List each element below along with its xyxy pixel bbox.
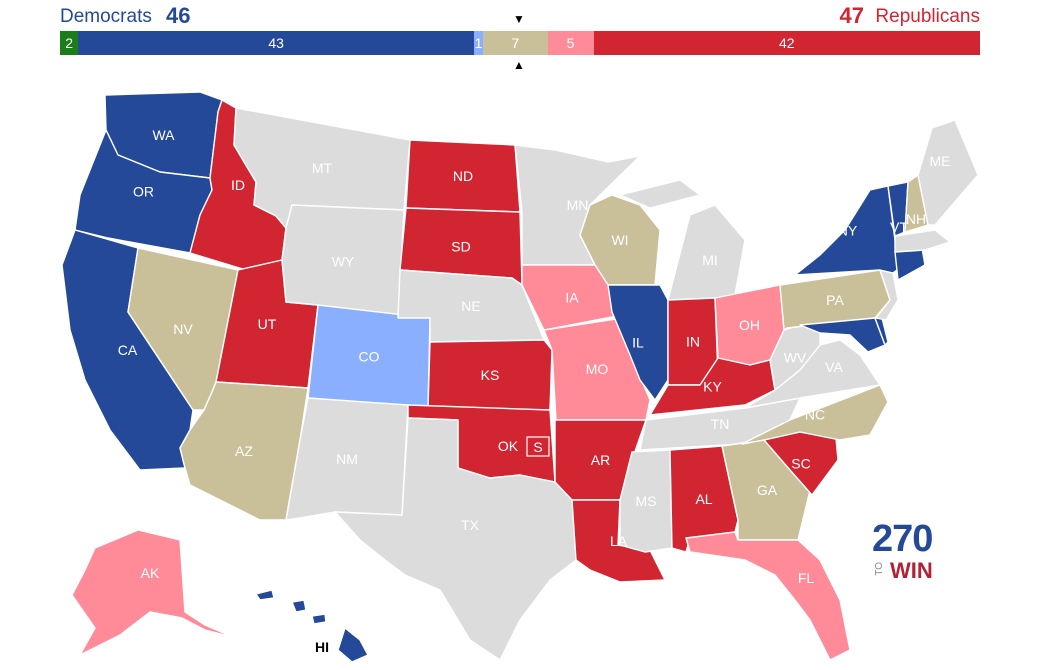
state-label-WY: WY — [332, 254, 355, 270]
state-label-VT: VT — [890, 219, 908, 235]
state-MT[interactable] — [233, 107, 411, 229]
state-AK[interactable] — [71, 529, 241, 656]
state-label-MI: MI — [702, 252, 718, 268]
state-WY[interactable] — [281, 204, 405, 319]
state-label-MS: MS — [636, 493, 657, 509]
state-label-NH: NH — [906, 211, 926, 227]
state-label-VA: VA — [825, 359, 843, 375]
state-label-NC: NC — [805, 407, 825, 423]
logo-to: TO — [874, 562, 885, 576]
state-label-AK: AK — [141, 565, 160, 581]
bar-segment-safe-r: 42 — [593, 31, 980, 55]
state-label-IA: IA — [565, 290, 579, 306]
state-label-TN: TN — [711, 416, 730, 432]
state-label-HI: HI — [315, 639, 329, 655]
state-label-GA: GA — [757, 482, 778, 498]
state-label-WV: WV — [784, 350, 807, 366]
state-label-NY: NY — [838, 223, 858, 239]
state-ME[interactable] — [917, 119, 979, 226]
state-label-NE: NE — [461, 298, 480, 314]
state-label-AR: AR — [591, 452, 610, 468]
state-label-ID: ID — [231, 177, 245, 193]
democrats-seat-count: 46 — [166, 3, 191, 28]
state-label-SC: SC — [791, 456, 810, 472]
state-FL[interactable] — [685, 531, 851, 661]
state-label-OK: OK — [498, 438, 519, 454]
state-label-MT: MT — [312, 160, 333, 176]
270towin-logo[interactable]: 270 TO WIN — [872, 518, 952, 588]
state-label-MN: MN — [567, 197, 589, 213]
state-NC[interactable] — [741, 384, 889, 445]
logo-number: 270 — [872, 518, 933, 560]
state-label-FL: FL — [798, 570, 815, 586]
state-label-LA: LA — [610, 533, 628, 549]
state-label-SD: SD — [451, 239, 470, 255]
bar-segment-ind: 2 — [60, 31, 79, 55]
state-CT[interactable] — [894, 247, 926, 281]
state-label-CA: CA — [118, 342, 138, 358]
state-label-KY: KY — [703, 379, 722, 395]
state-label-TX: TX — [461, 517, 480, 533]
republicans-label: Republicans — [875, 6, 980, 27]
special-election-label: S — [533, 439, 542, 455]
state-label-ME: ME — [930, 153, 951, 169]
majority-marker-down-icon: ▼ — [513, 12, 525, 26]
state-label-NV: NV — [173, 321, 193, 337]
senate-map: WA OR CA ID NV UT AZ MT WY CO NM ND SD NE KS OK TX MN IA MO… — [61, 91, 979, 663]
state-label-IL: IL — [632, 335, 644, 351]
majority-marker-up-icon: ▲ — [513, 58, 525, 72]
state-HI[interactable] — [255, 589, 369, 663]
democrats-label: Democrats — [60, 6, 152, 27]
state-label-AZ: AZ — [235, 443, 253, 459]
bar-segment-lean-r: 5 — [547, 31, 594, 55]
special-election-badge: S — [526, 436, 550, 457]
state-MA[interactable] — [894, 229, 951, 253]
seat-balance-bar: 2 43 1 7 5 42 — [60, 31, 980, 55]
state-label-AL: AL — [695, 491, 712, 507]
bar-segment-lean-d: 1 — [473, 31, 484, 55]
state-label-IN: IN — [686, 334, 700, 350]
state-label-WA: WA — [152, 127, 175, 143]
bar-segment-tossup: 7 — [483, 31, 548, 55]
state-label-ND: ND — [453, 168, 473, 184]
state-KS[interactable] — [427, 339, 553, 411]
state-label-WI: WI — [611, 232, 628, 248]
state-label-KS: KS — [481, 367, 500, 383]
state-label-OH: OH — [739, 317, 760, 333]
bar-segment-safe-d: 43 — [78, 31, 474, 55]
state-IL[interactable] — [607, 284, 669, 401]
state-label-MO: MO — [586, 361, 609, 377]
logo-win: WIN — [890, 558, 933, 583]
senate-header: Democrats 46 47 Republicans — [60, 3, 980, 30]
state-label-OR: OR — [133, 184, 154, 200]
republicans-seat-count: 47 — [839, 3, 864, 28]
state-label-NM: NM — [336, 451, 358, 467]
state-label-PA: PA — [826, 292, 844, 308]
state-label-UT: UT — [258, 316, 277, 332]
state-TX[interactable] — [334, 417, 577, 661]
state-WV[interactable] — [769, 324, 821, 391]
state-label-CO: CO — [359, 349, 380, 365]
